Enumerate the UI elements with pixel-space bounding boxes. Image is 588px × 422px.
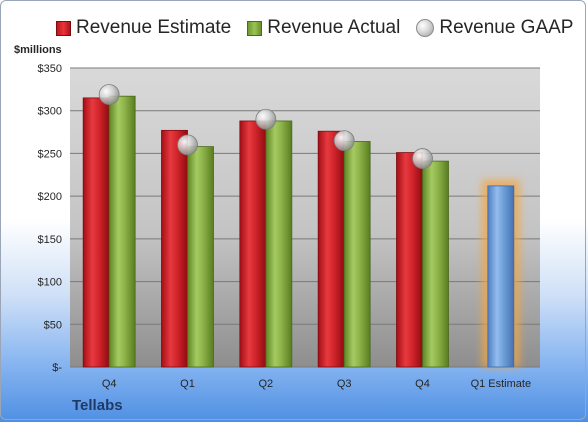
bar-revenue-estimate [396, 152, 423, 368]
y-tick-label: $350 [38, 63, 62, 75]
legend-label-gaap: Revenue GAAP [439, 17, 574, 38]
marker-revenue-gaap [255, 108, 277, 130]
estimate-swatch-icon [56, 20, 71, 36]
x-tick-label: Q4 [415, 378, 430, 390]
bar-revenue-estimate [82, 97, 110, 368]
marker-revenue-gaap [98, 84, 120, 105]
legend: Revenue Estimate Revenue Actual Revenue … [56, 14, 573, 42]
legend-label-actual: Revenue Actual [267, 17, 401, 38]
x-tick-label: Q1 Estimate [471, 378, 532, 390]
marker-revenue-gaap [412, 148, 433, 169]
x-tick-label: Q1 [180, 378, 195, 390]
units-label: $millions [14, 44, 62, 56]
bar-revenue-actual [187, 146, 214, 368]
actual-swatch-icon [247, 20, 263, 36]
y-tick-label: $- [52, 362, 62, 374]
x-tick-label: Q4 [102, 378, 117, 390]
bar-revenue-estimate [317, 130, 345, 368]
bar-revenue-estimate [239, 120, 267, 368]
y-tick-label: $50 [44, 319, 62, 331]
y-tick-label: $250 [38, 148, 62, 160]
legend-item-estimate: Revenue Estimate [56, 17, 231, 39]
y-tick-label: $300 [38, 106, 62, 118]
legend-item-actual: Revenue Actual [247, 17, 400, 39]
x-tick-label: Q2 [258, 378, 273, 390]
legend-label-estimate: Revenue Estimate [76, 17, 232, 38]
legend-item-gaap: Revenue GAAP [416, 17, 573, 39]
bar-revenue-estimate [161, 129, 188, 368]
plot-area [70, 68, 540, 367]
marker-revenue-gaap [177, 134, 198, 156]
gaap-marker-icon [416, 19, 435, 37]
y-tick-label: $150 [38, 234, 62, 246]
y-tick-label: $100 [38, 277, 62, 289]
bar-revenue-actual [422, 160, 449, 368]
bar-revenue-actual [343, 141, 371, 368]
company-name: Tellabs [72, 397, 123, 414]
bar-revenue-actual [265, 120, 293, 368]
x-tick-label: Q3 [337, 378, 352, 390]
y-tick-label: $200 [38, 191, 62, 203]
bar-revenue-estimate-upcoming [487, 185, 515, 368]
bar-revenue-actual [108, 95, 136, 368]
marker-revenue-gaap [333, 130, 355, 152]
